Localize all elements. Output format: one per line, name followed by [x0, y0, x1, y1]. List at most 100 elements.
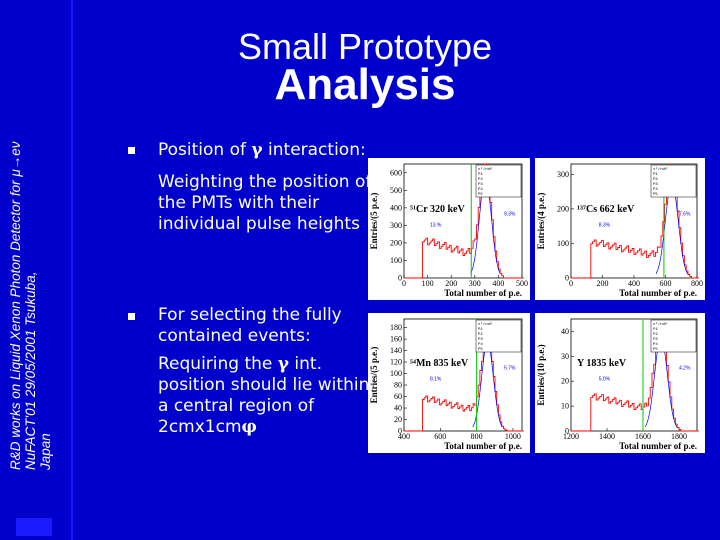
bullet-2-heading-line: contained events: [158, 326, 311, 346]
y-tick-label: 60 [394, 392, 402, 401]
y-tick-label: 160 [390, 335, 402, 344]
bullet-2-heading-line: For selecting the fully [158, 305, 342, 325]
resolution-label-right: 4.2% [679, 365, 691, 371]
stats-label: P2 [653, 178, 658, 182]
y-tick-label: 300 [390, 221, 402, 230]
x-tick-label: 1000 [505, 432, 521, 441]
stats-label: P5 [653, 193, 658, 197]
bullet-1-heading-rest: interaction: [262, 140, 366, 160]
stats-label: P4 [478, 343, 483, 347]
x-tick-label: 200 [597, 279, 609, 288]
bullet-1-sub-line: the PMTs with their [158, 193, 320, 213]
y-tick-label: 500 [390, 186, 402, 195]
sidebar: R&D works on Liquid Xenon Photon Detecto… [0, 0, 72, 540]
gamma-symbol: γ [277, 354, 290, 374]
y-tick-label: 20 [394, 415, 402, 424]
stats-label: P1 [653, 173, 658, 177]
bullet-1-sub-line: individual pulse heights [158, 214, 360, 234]
y-tick-label: 140 [390, 346, 402, 355]
histogram-chart-cs: 0 200 400 600 800 0 100 200 300 Total number of p… [536, 163, 703, 298]
stats-label: x²/ndf [653, 321, 668, 327]
bullet-2-sub-line1-text: Requiring the [158, 354, 278, 374]
plot-frame [403, 318, 523, 432]
sidebar-caption: R&D works on Liquid Xenon Photon Detecto… [8, 30, 53, 470]
histogram-chart-cr: 0 100 200 300 400 500 0 100 200 300 400 500 600 Total… [369, 163, 528, 298]
stats-label: P5 [478, 193, 483, 197]
bullet-1-sub: Weighting the position of the PMTs with … [158, 172, 371, 235]
source-label: Y 1835 keV [577, 358, 627, 369]
x-tick-label: 100 [422, 279, 434, 288]
x-tick-label: 0 [569, 279, 573, 288]
y-tick-label: 100 [390, 369, 402, 378]
source-label: ⁵⁴Mn 835 keV [410, 358, 469, 369]
x-tick-label: 300 [469, 279, 481, 288]
bullet-2-sub-last-text: 2cmx1cm [158, 417, 242, 437]
stats-label: x²/ndf [478, 321, 493, 327]
y-axis-label: Entries/(10 p.e.) [536, 344, 546, 405]
stats-box [650, 164, 697, 198]
stats-box [475, 164, 522, 198]
x-axis-label: Total number of p.e. [619, 288, 697, 298]
resolution-label-right: 7.6% [679, 211, 691, 217]
x-tick-label: 800 [471, 432, 483, 441]
y-tick-label: 80 [394, 381, 402, 390]
stats-label: x²/ndf [653, 166, 668, 172]
stats-box [475, 319, 522, 353]
histogram-panel-y: 1200 1400 1600 1800 0 10 20 30 40 Total number of… [535, 313, 705, 453]
stats-label: P4 [653, 343, 658, 347]
histogram-panel-mn: 400 600 800 1000 0 20 40 60 80 100 120 140 160 180 Tot… [368, 313, 530, 453]
y-axis-label: Entries/(5 p.e.) [369, 193, 379, 250]
x-tick-label: 200 [445, 279, 457, 288]
resolution-label-left: 8.3% [599, 223, 611, 229]
y-tick-label: 600 [390, 168, 402, 177]
histogram-chart-mn: 400 600 800 1000 0 20 40 60 80 100 120 140 160 180 Tot… [369, 318, 524, 451]
gamma-symbol: γ [251, 140, 263, 160]
plot-frame [403, 163, 523, 279]
bullet-1-sub-line: Weighting the position of [158, 172, 372, 192]
y-tick-label: 0 [565, 427, 569, 436]
x-tick-label: 800 [691, 279, 703, 288]
y-tick-label: 30 [561, 352, 569, 361]
stats-label: P1 [478, 173, 483, 177]
x-tick-label: 600 [434, 432, 446, 441]
resolution-label-left: 13.% [430, 223, 442, 229]
x-tick-label: 400 [398, 432, 410, 441]
x-tick-label: 0 [402, 279, 406, 288]
stats-label: P3 [478, 338, 483, 342]
y-tick-label: 100 [390, 256, 402, 265]
slide-number-box [16, 518, 52, 536]
bullet-2-sub-line: position should lie within [158, 375, 370, 395]
stats-label: P4 [478, 188, 483, 192]
stats-label: x²/ndf [478, 166, 493, 172]
histogram-panel-cr: 0 100 200 300 400 500 0 100 200 300 400 500 600 Total… [368, 158, 530, 300]
slide-title-line2: Analysis [274, 60, 456, 109]
x-axis-label: Total number of p.e. [444, 441, 522, 451]
y-tick-label: 20 [561, 377, 569, 386]
sidebar-caption-line3: Japan [38, 433, 53, 470]
stats-box [650, 319, 697, 353]
y-tick-label: 180 [390, 323, 402, 332]
histogram-panel-cs: 0 200 400 600 800 0 100 200 300 Total number of p… [535, 158, 705, 300]
y-tick-label: 100 [557, 239, 569, 248]
stats-label: P3 [653, 338, 658, 342]
phi-symbol: φ [241, 417, 257, 437]
bullet-marker-1 [128, 147, 135, 154]
bullet-2-sub: Requiring the γ int. position should lie… [158, 354, 369, 438]
x-tick-label: 400 [628, 279, 640, 288]
plot-frame [570, 318, 698, 432]
stats-label: P5 [478, 348, 483, 352]
histogram-series [404, 328, 524, 432]
y-tick-label: 200 [557, 204, 569, 213]
resolution-label-right: 5.7% [504, 365, 516, 371]
sidebar-caption-line1: R&D works on Liquid Xenon Photon Detecto… [8, 141, 23, 470]
bullet-2-sub-line1-rest: int. [289, 354, 322, 374]
y-tick-label: 120 [390, 358, 402, 367]
y-tick-label: 10 [561, 402, 569, 411]
stats-label: P5 [653, 348, 658, 352]
resolution-label-left: 8.1% [430, 377, 442, 383]
histogram-series [571, 324, 699, 432]
x-tick-label: 1800 [671, 432, 687, 441]
x-tick-label: 400 [492, 279, 504, 288]
bullet-2-sub-line-last: 2cmx1cmφ [158, 417, 369, 438]
x-tick-label: 1200 [563, 432, 579, 441]
